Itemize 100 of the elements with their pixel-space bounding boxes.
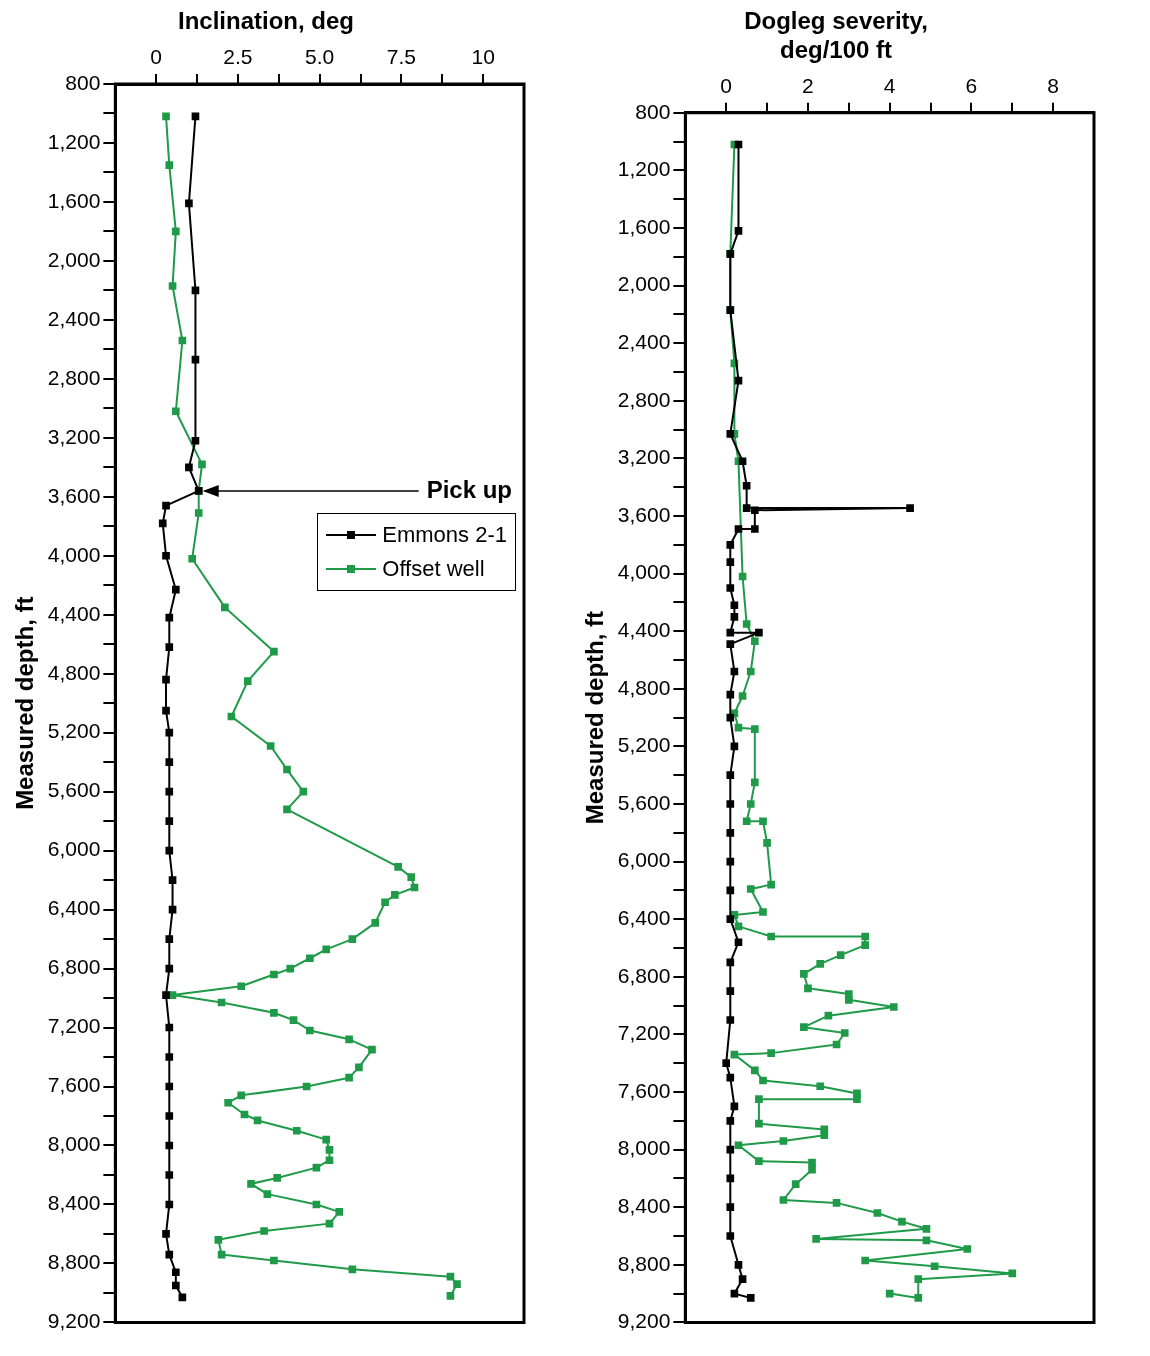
y-tick-label: 4,800 xyxy=(47,660,101,684)
point xyxy=(734,1260,743,1269)
y-tick-label: 5,200 xyxy=(47,719,101,743)
y-tick-label: 2,000 xyxy=(617,272,671,296)
y-tick-label: 8,400 xyxy=(47,1191,101,1215)
point xyxy=(726,584,735,592)
point xyxy=(165,728,174,737)
y-tick-label: 6,800 xyxy=(617,963,671,987)
point xyxy=(185,463,193,472)
point xyxy=(726,958,735,967)
point xyxy=(734,525,743,533)
y-tick-label: 4,800 xyxy=(617,675,671,699)
y-tick-label: 5,600 xyxy=(47,778,101,802)
annotation: Pick up xyxy=(426,475,512,503)
point xyxy=(742,481,751,490)
point xyxy=(726,690,735,699)
point xyxy=(726,771,735,780)
x-tick-label: 10 xyxy=(471,45,495,69)
y-tick-label: 800 xyxy=(65,70,101,94)
chart-title: Inclination, deg xyxy=(177,7,355,35)
point xyxy=(726,915,735,924)
point xyxy=(165,1112,174,1120)
point xyxy=(185,199,193,208)
y-tick-label: 8,000 xyxy=(47,1132,101,1156)
point xyxy=(162,501,170,510)
point xyxy=(726,987,735,996)
point xyxy=(726,1232,735,1240)
point xyxy=(726,857,735,866)
y-tick-label: 1,600 xyxy=(47,188,101,212)
point xyxy=(734,938,743,947)
y-tick-label: 3,200 xyxy=(617,445,671,469)
point xyxy=(726,1016,735,1024)
point xyxy=(172,1268,180,1277)
point xyxy=(172,1281,180,1290)
y-tick-label: 8,800 xyxy=(617,1251,671,1275)
point xyxy=(750,525,759,533)
point xyxy=(726,1203,735,1212)
x-tick-label: 0 xyxy=(720,74,733,97)
legend-label: Emmons 2-1 xyxy=(382,521,507,550)
point xyxy=(165,1200,174,1209)
point xyxy=(722,1059,731,1068)
point xyxy=(906,504,914,512)
y-tick-label: 2,800 xyxy=(617,387,671,411)
y-tick-label: 6,400 xyxy=(617,906,671,929)
point xyxy=(158,519,167,528)
y-tick-label: 6,400 xyxy=(47,896,101,920)
y-tick-label: 6,800 xyxy=(47,955,101,979)
point xyxy=(730,612,739,621)
point xyxy=(726,828,735,837)
y-tick-label: 7,200 xyxy=(47,1014,101,1038)
point xyxy=(165,787,174,796)
y-tick-label: 3,600 xyxy=(47,483,101,507)
point xyxy=(726,640,735,648)
point xyxy=(165,643,174,652)
point xyxy=(730,601,739,610)
point xyxy=(742,504,751,512)
point xyxy=(165,758,174,766)
point xyxy=(746,1294,755,1302)
y-tick-label: 3,600 xyxy=(617,502,671,526)
y-tick-label: 3,200 xyxy=(47,424,101,448)
point xyxy=(168,876,177,884)
point xyxy=(726,1174,735,1183)
x-tick-label: 7.5 xyxy=(386,45,417,69)
point xyxy=(738,1275,747,1284)
y-tick-label: 4,400 xyxy=(47,601,101,625)
point xyxy=(165,1250,174,1259)
y-tick-label: 6,000 xyxy=(47,837,101,861)
point xyxy=(165,1141,174,1150)
y-tick-label: 4,000 xyxy=(617,560,671,584)
y-tick-label: 1,600 xyxy=(617,214,671,238)
point xyxy=(191,355,200,364)
chart-title: Dogleg severity, deg/100 ft xyxy=(744,7,928,63)
point xyxy=(165,964,174,973)
point xyxy=(165,613,174,622)
point xyxy=(726,558,735,566)
y-tick-label: 9,200 xyxy=(617,1309,671,1333)
y-tick-label: 4,000 xyxy=(47,542,101,566)
point xyxy=(726,628,735,637)
x-tick-label: 2 xyxy=(802,74,814,97)
point xyxy=(726,800,735,808)
y-tick-label: 7,200 xyxy=(617,1021,671,1045)
y-tick-label: 1,200 xyxy=(617,157,671,181)
point xyxy=(162,1230,170,1238)
y-tick-label: 4,400 xyxy=(617,618,671,641)
point xyxy=(165,935,174,943)
point xyxy=(734,227,743,235)
y-tick-label: 8,800 xyxy=(47,1250,101,1274)
y-tick-label: 800 xyxy=(635,99,671,123)
x-tick-label: 6 xyxy=(965,74,978,97)
y-tick-label: 9,200 xyxy=(47,1309,101,1333)
point xyxy=(165,846,174,855)
legend-label: Offset well xyxy=(382,555,485,584)
point xyxy=(162,991,170,999)
point xyxy=(172,585,180,594)
point xyxy=(726,430,735,438)
point xyxy=(165,1053,174,1061)
point xyxy=(726,1145,735,1154)
x-tick-label: 4 xyxy=(883,74,896,97)
point xyxy=(191,436,200,445)
y-axis-title: Measured depth, ft xyxy=(11,596,39,810)
